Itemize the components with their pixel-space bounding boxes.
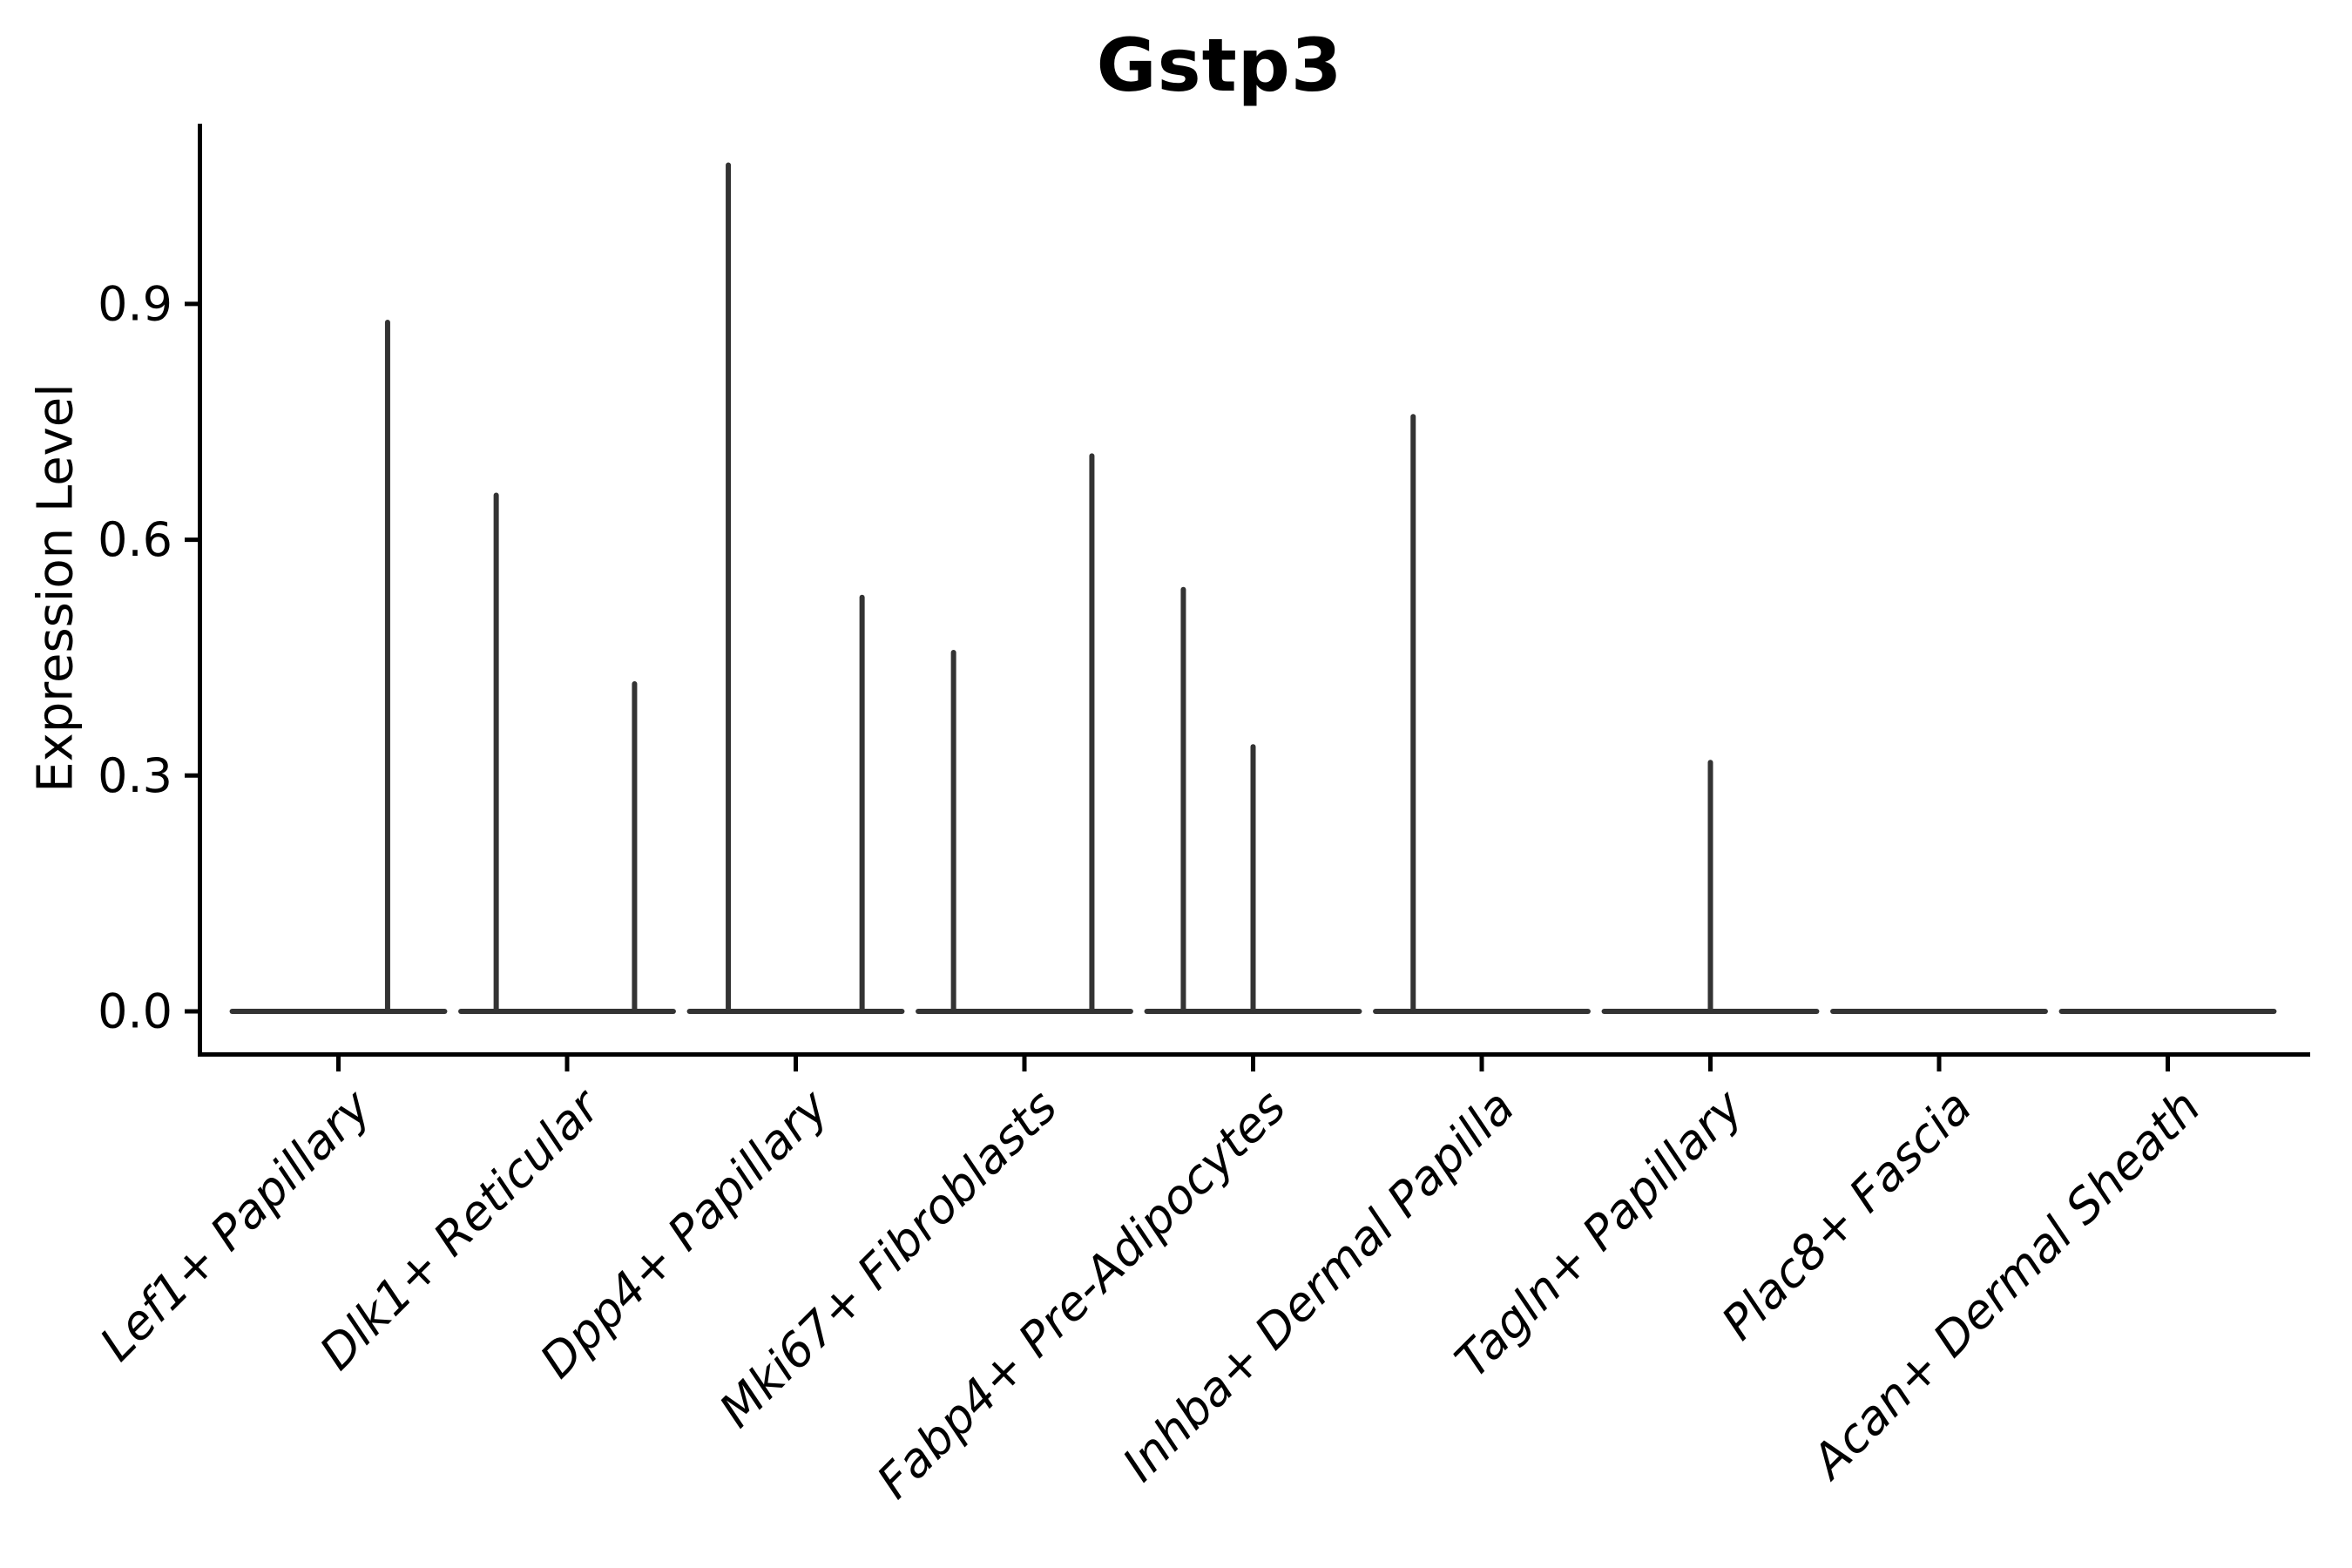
x-tick-label: Inhba+ Dermal Papilla [1112,1079,1525,1492]
violin-base [1830,1009,2048,1014]
violin-base [2058,1009,2277,1014]
violin-base [1373,1009,1591,1014]
violin-base [916,1009,1133,1014]
violin-spike [1180,586,1186,1014]
y-tick-label: 0.0 [98,984,172,1039]
violin-spike [493,492,499,1014]
violin-spike [726,162,732,1015]
y-tick-label: 0.6 [98,512,172,567]
x-tick-label: Acan+ Dermal Sheath [1800,1079,2211,1490]
violin-spike [859,594,865,1014]
violin-spike [384,319,390,1014]
violin-base [458,1009,676,1014]
y-tick-label: 0.9 [98,276,172,331]
violin-spike [950,649,956,1014]
violin-spike [632,681,638,1014]
x-tick-label: Fabp4+ Pre-Adipocytes [867,1079,1296,1509]
y-tick-label: 0.3 [98,748,172,803]
violin-base [686,1009,905,1014]
violin-spike [1410,414,1416,1014]
violin-spike [1707,760,1713,1014]
violin-spike [1250,744,1256,1014]
violin-base [229,1009,448,1014]
plot-title: Gstp3 [1096,23,1343,108]
violin-spike [1089,453,1095,1014]
